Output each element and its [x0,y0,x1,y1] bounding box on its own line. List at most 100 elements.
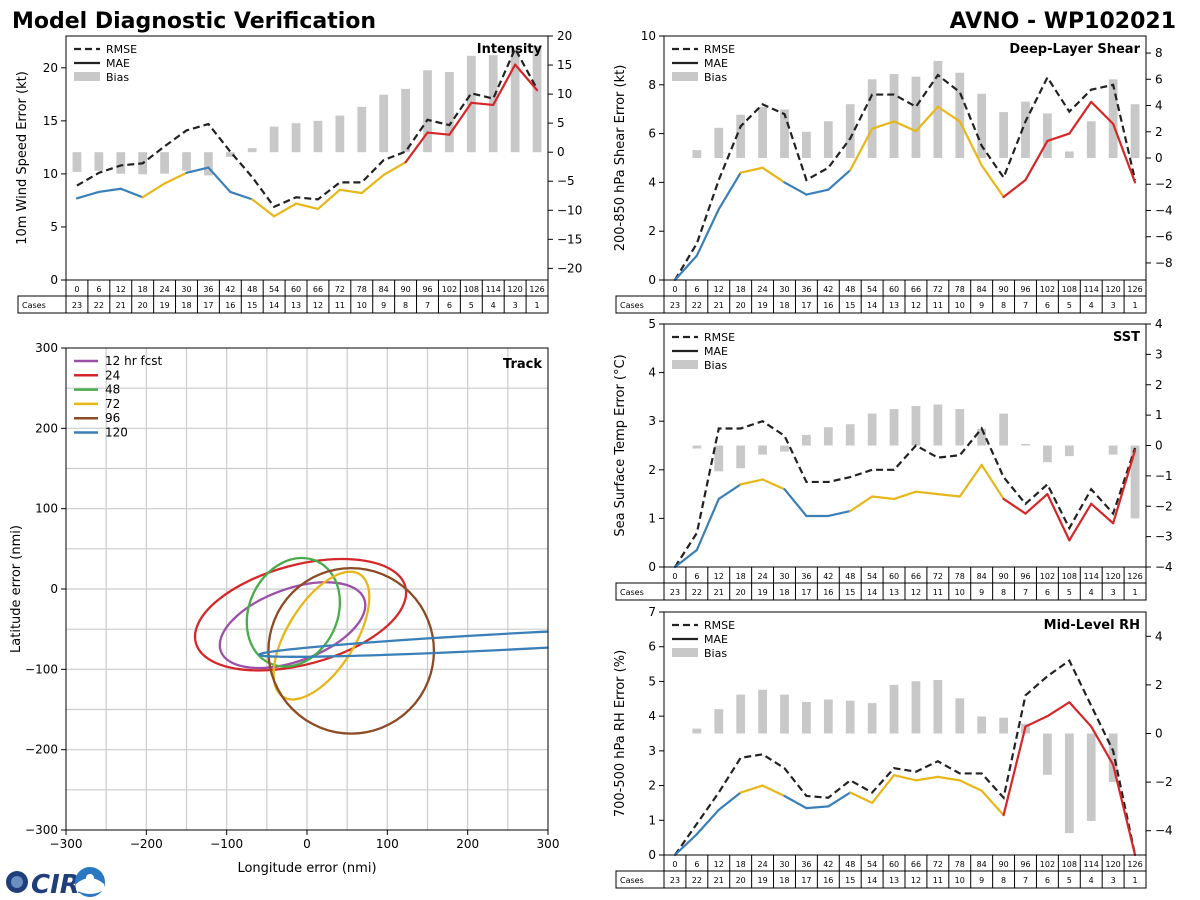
track-ellipse-96 [267,566,436,735]
intensity-hour-label: 120 [507,285,522,294]
rh-mae-segment-30 [761,784,786,798]
intensity-y2tick-label: −20 [557,261,582,275]
shear-bias-bar-48 [845,104,855,158]
rh-bias-bar-120 [1108,733,1118,783]
shear-hour-label: 6 [694,285,699,294]
rh-mae-segment-120 [1090,725,1115,766]
intensity-mae-segment-42 [207,166,232,194]
rh-case-count: 15 [845,876,855,885]
shear-case-count: 7 [1023,301,1028,310]
sst-mae-segment-72 [914,490,939,496]
shear-mae-segment-24 [739,166,764,174]
shear-hour-label: 36 [801,285,811,294]
track-ytick-label: 100 [35,502,58,516]
intensity-case-count: 10 [357,301,367,310]
rh-case-count: 22 [692,876,702,885]
rh-cases-label-cell [615,870,665,889]
shear-hour-label: 66 [911,285,921,294]
intensity-hour-label: 18 [138,285,148,294]
rh-legend-bias: Bias [704,647,727,660]
shear-y2tick-label: 0 [1155,151,1163,165]
intensity-rmse-line [76,46,539,209]
intensity-mae-segment-84 [360,173,385,195]
intensity-bias-bar-42 [225,152,235,157]
shear-hour-label: 48 [845,285,855,294]
shear-y2tick-label: −8 [1155,256,1173,270]
sst-bias-bar-126 [1130,445,1140,519]
intensity-mae-segment-36 [185,166,210,174]
shear-case-count: 5 [1067,301,1072,310]
shear-case-count: 8 [1001,301,1006,310]
track-xtick-label: −100 [210,837,243,851]
sst-bias-bar-96 [1021,443,1030,446]
sst-mae-segment-6 [673,548,698,569]
rh-hour-label: 72 [933,860,943,869]
intensity-title: Intensity [477,42,543,57]
intensity-y2tick-label: 15 [557,58,572,72]
shear-case-count: 10 [955,301,965,310]
track-ytick-label: 200 [35,421,58,435]
sst-hour-label: 6 [694,572,699,581]
shear-bias-bar-84 [977,93,987,158]
intensity-mae-segment-12 [97,187,122,194]
sst-bias-bar-54 [867,413,877,446]
sst-title: SST [1113,330,1140,345]
rh-hour-label: 12 [714,860,724,869]
shear-bias-bar-114 [1086,121,1096,158]
shear-hour-label: 0 [672,285,677,294]
sst-mae-segment-30 [761,478,786,491]
intensity-mae-segment-102 [426,131,451,136]
rh-case-count: 11 [933,876,943,885]
intensity-legend-bias: Bias [106,71,129,84]
track-xtick-label: 300 [537,837,560,851]
intensity-case-count: 12 [313,301,323,310]
track-ellipse-72 [272,570,371,701]
shear-mae-segment-90 [980,164,1005,199]
shear-y2tick-label: 4 [1155,99,1163,113]
intensity-case-count: 19 [159,301,169,310]
shear-case-count: 9 [979,301,984,310]
shear-legend-rmse: RMSE [704,43,735,56]
intensity-bias-bar-96 [423,70,432,153]
sst-mae-segment-102 [1024,493,1049,515]
shear-mae-segment-126 [1112,122,1137,184]
intensity-hour-label: 72 [335,285,345,294]
sst-hour-label: 72 [933,572,943,581]
shear-y2tick-label: −6 [1155,230,1173,244]
rh-case-count: 8 [1001,876,1006,885]
shear-case-count: 22 [692,301,702,310]
rh-y2tick-label: 0 [1155,727,1163,741]
shear-bias-bar-72 [933,60,943,159]
intensity-mae-segment-24 [141,182,166,199]
sst-hour-label: 12 [714,572,724,581]
intensity-case-count: 21 [116,301,126,310]
sst-cases-label-cell [615,582,665,601]
rh-mae-segment-66 [892,774,918,782]
sst-mae-segment-108 [1046,493,1071,542]
sst-hour-label: 66 [911,572,921,581]
shear-mae-segment-72 [914,105,939,133]
rh-hour-label: 42 [823,860,833,869]
rh-hour-label: 108 [1062,860,1077,869]
rh-case-count: 4 [1089,876,1094,885]
rh-title: Mid-Level RH [1044,618,1140,633]
rh-case-count: 6 [1045,876,1050,885]
sst-ylabel: Sea Surface Temp Error (°C) [613,354,628,536]
rh-hour-label: 78 [955,860,965,869]
sst-bias-bar-36 [802,434,811,446]
rh-hour-label: 120 [1105,860,1120,869]
shear-y2tick-label: 8 [1155,46,1163,60]
intensity-ytick-label: 0 [50,273,58,287]
storm-title: AVNO - WP102021 [950,9,1176,34]
track-xtick-label: 0 [303,837,311,851]
sst-case-count: 20 [736,588,746,597]
track-xtick-label: −300 [50,837,83,851]
rh-mae-segment-54 [849,791,874,805]
sst-bias-bar-108 [1064,445,1074,457]
track-ytick-label: 0 [50,582,58,596]
rh-bias-bar-36 [802,701,811,734]
shear-case-count: 12 [911,301,921,310]
rh-hour-label: 6 [694,860,699,869]
rh-ytick-label: 0 [648,848,656,862]
